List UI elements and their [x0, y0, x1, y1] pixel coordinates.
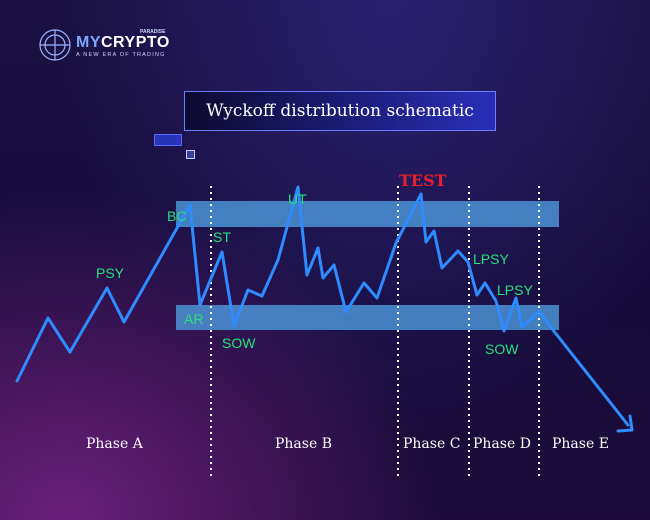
label-lpsy-2: LPSY	[497, 282, 533, 298]
arrowhead-icon	[616, 414, 634, 433]
phase-a-label: Phase A	[86, 436, 143, 452]
label-st: ST	[213, 229, 231, 245]
phase-b-label: Phase B	[275, 436, 332, 452]
phase-e-label: Phase E	[552, 436, 609, 452]
phase-c-label: Phase C	[403, 436, 461, 452]
logo-rest: CRYPTO	[101, 34, 170, 51]
decor-rect	[154, 134, 182, 146]
logo-prefix: MY	[76, 34, 101, 51]
decor-square	[186, 150, 195, 159]
resistance-band	[176, 201, 559, 227]
label-sow-1: SOW	[222, 335, 256, 351]
logo-tagline: A NEW ERA OF TRADING	[76, 52, 166, 58]
label-lpsy-1: LPSY	[473, 251, 509, 267]
diagram-title: Wyckoff distribution schematic	[184, 91, 496, 131]
logo-wordmark: MYCRYPTO	[76, 34, 170, 52]
label-test: TEST	[399, 171, 447, 190]
label-sow-2: SOW	[485, 341, 519, 357]
logo-icon	[39, 29, 71, 61]
label-bc: BC	[167, 208, 187, 224]
phase-d-label: Phase D	[473, 436, 531, 452]
label-ut: UT	[288, 191, 307, 207]
logo-superscript: PARADISE	[140, 29, 166, 35]
price-path	[15, 185, 630, 427]
label-psy: PSY	[96, 265, 125, 281]
label-ar: AR	[184, 311, 204, 327]
